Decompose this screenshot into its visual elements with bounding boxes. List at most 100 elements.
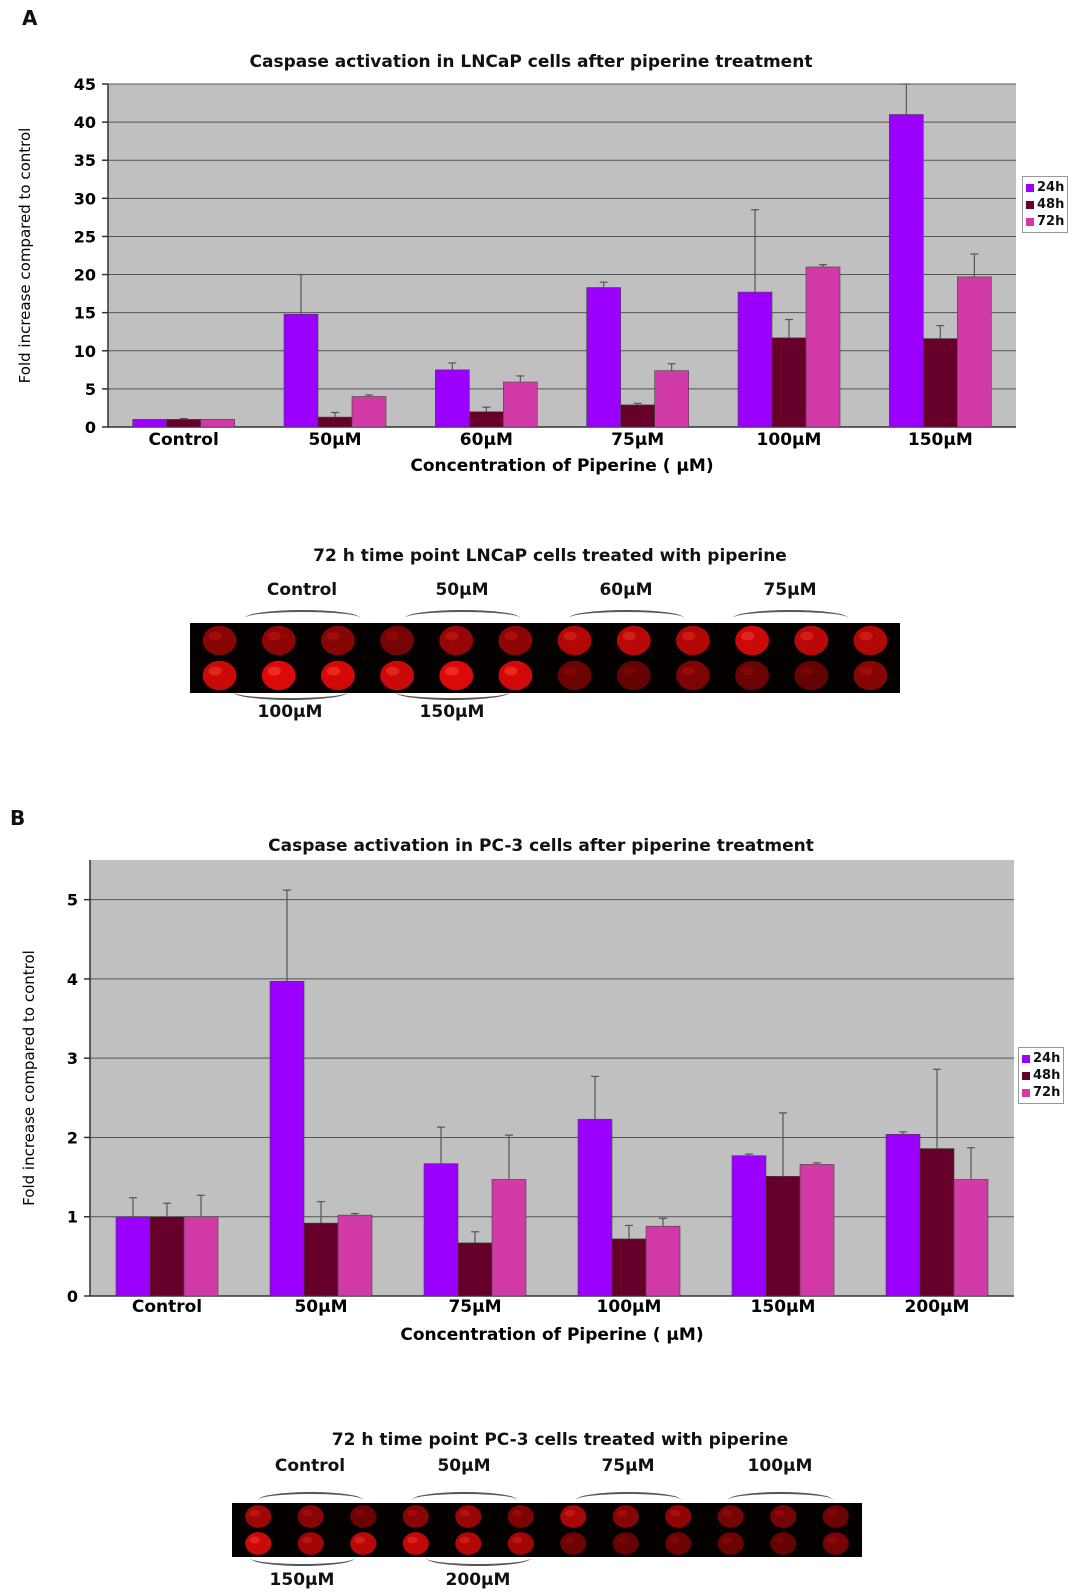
chart-a-category-label: 150μM [908, 430, 973, 450]
gel-a-well [202, 660, 237, 691]
gel-b-top-brace [257, 1492, 363, 1502]
gel-a-well [735, 660, 769, 691]
chart-b-legend-label: 72h [1033, 1085, 1061, 1100]
chart-b-bar-72h [953, 1179, 989, 1297]
chart-a-bar-24h [889, 114, 924, 428]
gel-a-title: 72 h time point LNCaP cells treated with… [313, 546, 787, 566]
gel-b-well-highlight [564, 1509, 575, 1517]
chart-b-bar-72h [183, 1216, 219, 1297]
gel-b-well [350, 1505, 377, 1528]
gel-b-well-highlight [512, 1509, 523, 1517]
chart-a-category-label: Control [149, 430, 219, 450]
chart-a-bar-24h [737, 291, 773, 428]
gel-a-well-highlight [681, 631, 696, 641]
gel-b-well-highlight [407, 1509, 418, 1517]
chart-a-legend-swatch [1026, 217, 1034, 226]
chart-b-bar-48h [765, 1175, 801, 1297]
gel-a-well-highlight [859, 666, 873, 676]
chart-a-y-tick-label: 20 [74, 266, 96, 285]
chart-a-legend-label: 48h [1037, 197, 1065, 212]
gel-a-well-highlight [622, 631, 636, 641]
gel-a-bottom-label: 150μM [419, 702, 485, 722]
gel-b-well [245, 1532, 272, 1555]
gel-a-well [439, 660, 474, 691]
chart-a-bar-72h [200, 419, 235, 428]
chart-a-y-tick-label: 15 [74, 304, 96, 323]
chart-b-y-tick-label: 2 [67, 1128, 78, 1147]
gel-b-well [770, 1532, 797, 1555]
gel-a-well-highlight [445, 666, 459, 676]
chart-a-legend-item: 48h [1026, 196, 1064, 213]
panel-a-letter: A [22, 6, 38, 30]
gel-a-well [616, 625, 651, 656]
chart-b-bar-72h [491, 1179, 527, 1297]
gel-a-well-highlight [267, 666, 281, 676]
chart-a-y-tick-label: 45 [74, 75, 96, 94]
gel-a-well [261, 660, 296, 691]
chart-a-bar-72h [805, 266, 841, 428]
chart-a-legend-label: 72h [1037, 214, 1065, 229]
gel-a-top-label: 50μM [435, 580, 489, 600]
chart-a-category-label: 50μM [308, 430, 361, 450]
chart-b-y-tick-label: 0 [67, 1287, 78, 1306]
gel-b-well [297, 1505, 324, 1528]
gel-b-well [612, 1505, 639, 1528]
gel-a-well [261, 625, 296, 656]
gel-a-top-brace [568, 610, 684, 620]
gel-a-well [853, 660, 888, 691]
gel-a-top-label: 60μM [599, 580, 653, 600]
gel-a-well-highlight [741, 666, 755, 676]
gel-b-bottom-brace [249, 1556, 355, 1566]
chart-a-legend-label: 24h [1037, 180, 1065, 195]
gel-a-well-highlight [386, 666, 400, 676]
gel-b-well [560, 1532, 587, 1555]
chart-a-legend-swatch [1026, 183, 1034, 192]
gel-b-image [232, 1503, 862, 1557]
gel-a-well-highlight [622, 666, 636, 676]
gel-a-well-highlight [741, 631, 755, 641]
gel-a-well [202, 625, 237, 656]
gel-b-well [717, 1532, 744, 1555]
chart-b-bar-24h [115, 1216, 151, 1297]
chart-a-bar-48h [469, 411, 504, 428]
gel-a-well-highlight [208, 666, 222, 676]
chart-b-bar-72h [645, 1225, 681, 1297]
chart-a-y-axis-title: Fold increase compared to control [16, 128, 34, 384]
chart-b-category-label: 50μM [294, 1297, 347, 1317]
gel-b-well-highlight [617, 1509, 628, 1517]
chart-b-category-label: 150μM [751, 1297, 816, 1317]
chart-b-title: Caspase activation in PC-3 cells after p… [268, 836, 814, 856]
gel-b-well [402, 1532, 429, 1555]
gel-a-bottom-brace [232, 690, 348, 700]
panel-b-letter: B [10, 806, 26, 830]
chart-a-y-tick-label: 35 [74, 151, 96, 170]
chart-a-category-label: 100μM [757, 430, 822, 450]
chart-a-bar-72h [957, 276, 992, 428]
chart-b-y-axis-title: Fold increase compared to control [20, 950, 38, 1206]
gel-b-well-highlight [354, 1509, 365, 1517]
gel-b-top-label: 50μM [437, 1456, 491, 1476]
gel-a-well [557, 660, 592, 691]
gel-b-well-highlight [722, 1509, 733, 1517]
gel-a-well-highlight [386, 631, 400, 641]
chart-a-y-tick-label: 25 [74, 227, 96, 246]
gel-b-well [245, 1505, 272, 1528]
gel-b-top-label: 100μM [747, 1456, 813, 1476]
chart-b-legend: 24h 48h 72h [1018, 1047, 1065, 1104]
gel-b-well [402, 1505, 429, 1528]
gel-a-well [853, 625, 888, 656]
chart-a-legend-item: 24h [1026, 179, 1064, 196]
gel-a-well [794, 625, 829, 656]
gel-a-well-highlight [445, 631, 459, 641]
chart-b-bar-72h [799, 1164, 835, 1297]
gel-b-well [612, 1532, 639, 1555]
gel-b-well [560, 1505, 587, 1528]
chart-a-bar-24h [586, 287, 621, 428]
chart-b-plot-area [90, 860, 1014, 1296]
gel-a-image [190, 623, 900, 693]
gel-b-well-highlight [302, 1509, 313, 1517]
gel-b-well-highlight [354, 1536, 365, 1544]
gel-a-top-brace [404, 610, 520, 620]
gel-a-well-highlight [563, 666, 577, 676]
chart-b-y-tick-label: 1 [67, 1208, 78, 1227]
